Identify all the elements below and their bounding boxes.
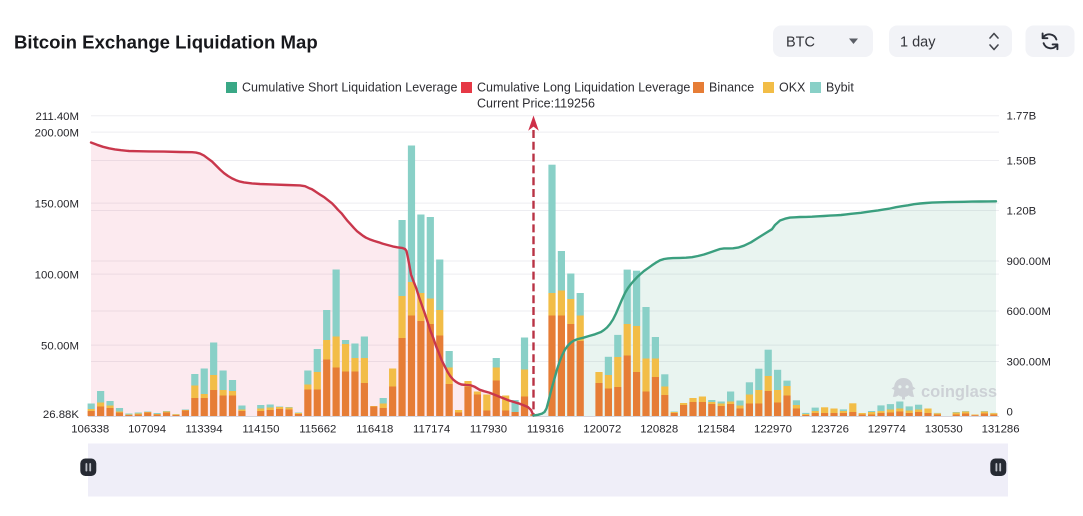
svg-text:120072: 120072 — [583, 424, 621, 436]
svg-text:130530: 130530 — [925, 424, 963, 436]
svg-text:26.88K: 26.88K — [43, 409, 80, 421]
svg-text:1 day: 1 day — [900, 35, 936, 51]
svg-text:123726: 123726 — [811, 424, 849, 436]
svg-text:117174: 117174 — [413, 424, 450, 436]
svg-text:BTC: BTC — [786, 35, 815, 51]
svg-text:113394: 113394 — [185, 424, 222, 436]
svg-text:600.00M: 600.00M — [1007, 306, 1051, 318]
svg-text:129774: 129774 — [868, 424, 906, 436]
svg-text:Bybit: Bybit — [826, 81, 854, 95]
svg-text:120828: 120828 — [640, 424, 678, 436]
svg-text:150.00M: 150.00M — [35, 198, 79, 210]
svg-text:Bitcoin Exchange Liquidation M: Bitcoin Exchange Liquidation Map — [14, 32, 318, 53]
svg-text:Cumulative Short Liquidation L: Cumulative Short Liquidation Leverage — [242, 81, 457, 95]
svg-text:117930: 117930 — [470, 424, 507, 436]
svg-text:0: 0 — [1007, 407, 1013, 419]
svg-text:OKX: OKX — [779, 81, 806, 95]
svg-text:Cumulative Long Liquidation Le: Cumulative Long Liquidation Leverage — [477, 81, 690, 95]
svg-text:coinglass: coinglass — [921, 383, 997, 401]
svg-text:1.20B: 1.20B — [1007, 206, 1037, 218]
svg-text:900.00M: 900.00M — [1007, 256, 1051, 268]
svg-text:131286: 131286 — [982, 424, 1020, 436]
svg-text:115662: 115662 — [299, 424, 336, 436]
svg-text:200.00M: 200.00M — [35, 127, 79, 139]
svg-text:122970: 122970 — [754, 424, 792, 436]
svg-text:50.00M: 50.00M — [41, 340, 79, 352]
svg-text:114150: 114150 — [242, 424, 279, 436]
svg-text:1.77B: 1.77B — [1007, 111, 1037, 123]
svg-text:300.00M: 300.00M — [1007, 357, 1051, 369]
svg-text:116418: 116418 — [356, 424, 393, 436]
svg-text:121584: 121584 — [697, 424, 735, 436]
svg-text:211.40M: 211.40M — [36, 111, 79, 123]
svg-text:Binance: Binance — [709, 81, 754, 95]
svg-text:100.00M: 100.00M — [35, 269, 79, 281]
svg-text:119316: 119316 — [527, 424, 564, 436]
svg-text:107094: 107094 — [128, 424, 166, 436]
svg-text:1.50B: 1.50B — [1007, 156, 1037, 168]
svg-text:106338: 106338 — [71, 424, 109, 436]
svg-text:Current Price:119256: Current Price:119256 — [477, 97, 595, 111]
